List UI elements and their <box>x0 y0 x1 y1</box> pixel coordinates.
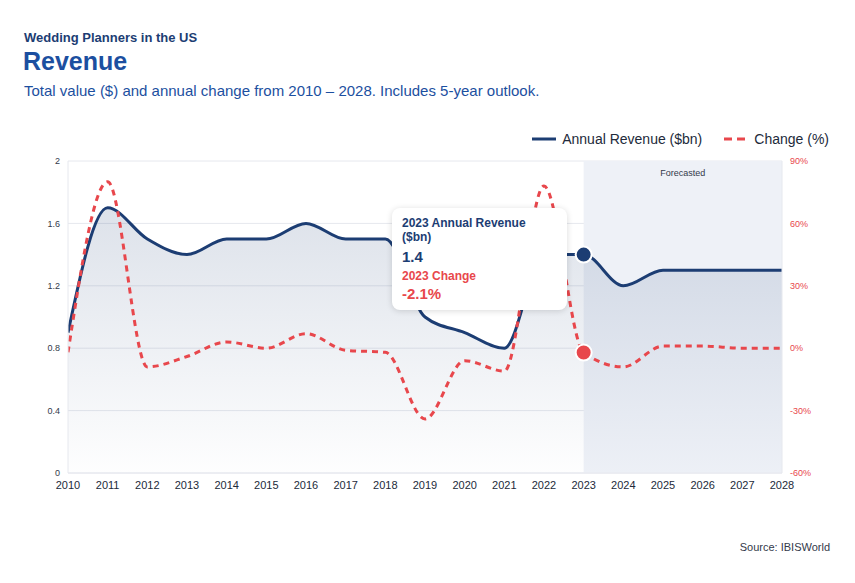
html-text:Source: IBISWorld: Source: IBISWorld <box>739 541 830 553</box>
html-text:2023 Change: 2023 Change <box>402 269 476 283</box>
svg-text:2013: 2013 <box>175 479 199 491</box>
svg-text:2025: 2025 <box>651 479 675 491</box>
svg-text:2: 2 <box>55 156 60 166</box>
svg-text:2010: 2010 <box>56 479 80 491</box>
svg-text:1.6: 1.6 <box>47 219 60 229</box>
svg-text:Forecasted: Forecasted <box>660 168 705 178</box>
svg-text:1.2: 1.2 <box>47 281 60 291</box>
html-text:-2.1%: -2.1% <box>402 285 442 302</box>
html-text:1.4: 1.4 <box>402 248 423 265</box>
svg-text:2019: 2019 <box>413 479 437 491</box>
svg-text:0%: 0% <box>790 343 803 353</box>
svg-text:2014: 2014 <box>214 479 238 491</box>
html-text:Change (%): Change (%) <box>754 131 829 147</box>
svg-text:-60%: -60% <box>790 468 811 478</box>
svg-text:2021: 2021 <box>492 479 516 491</box>
svg-text:2016: 2016 <box>294 479 318 491</box>
svg-text:2012: 2012 <box>135 479 159 491</box>
svg-text:2023: 2023 <box>571 479 595 491</box>
svg-text:2027: 2027 <box>730 479 754 491</box>
svg-text:2024: 2024 <box>611 479 635 491</box>
svg-text:2022: 2022 <box>532 479 556 491</box>
html-text:Revenue: Revenue <box>23 47 128 75</box>
svg-text:0: 0 <box>55 468 60 478</box>
html-text:Total value ($) and annual cha: Total value ($) and annual change from 2… <box>24 82 540 99</box>
html-text:Wedding Planners in the US: Wedding Planners in the US <box>24 30 198 45</box>
svg-text:2015: 2015 <box>254 479 278 491</box>
svg-text:0.4: 0.4 <box>47 406 60 416</box>
html-text:Annual Revenue ($bn): Annual Revenue ($bn) <box>562 131 703 147</box>
svg-text:2020: 2020 <box>452 479 476 491</box>
svg-text:60%: 60% <box>790 219 808 229</box>
svg-text:2028: 2028 <box>770 479 794 491</box>
svg-text:-30%: -30% <box>790 406 811 416</box>
svg-text:2018: 2018 <box>373 479 397 491</box>
svg-text:2017: 2017 <box>333 479 357 491</box>
svg-text:2011: 2011 <box>96 479 120 491</box>
svg-text:90%: 90% <box>790 156 808 166</box>
html-text:2023 Annual Revenue ($bn): 2023 Annual Revenue ($bn) <box>402 216 526 244</box>
svg-text:30%: 30% <box>790 281 808 291</box>
svg-text:0.8: 0.8 <box>47 343 60 353</box>
svg-text:2026: 2026 <box>690 479 714 491</box>
